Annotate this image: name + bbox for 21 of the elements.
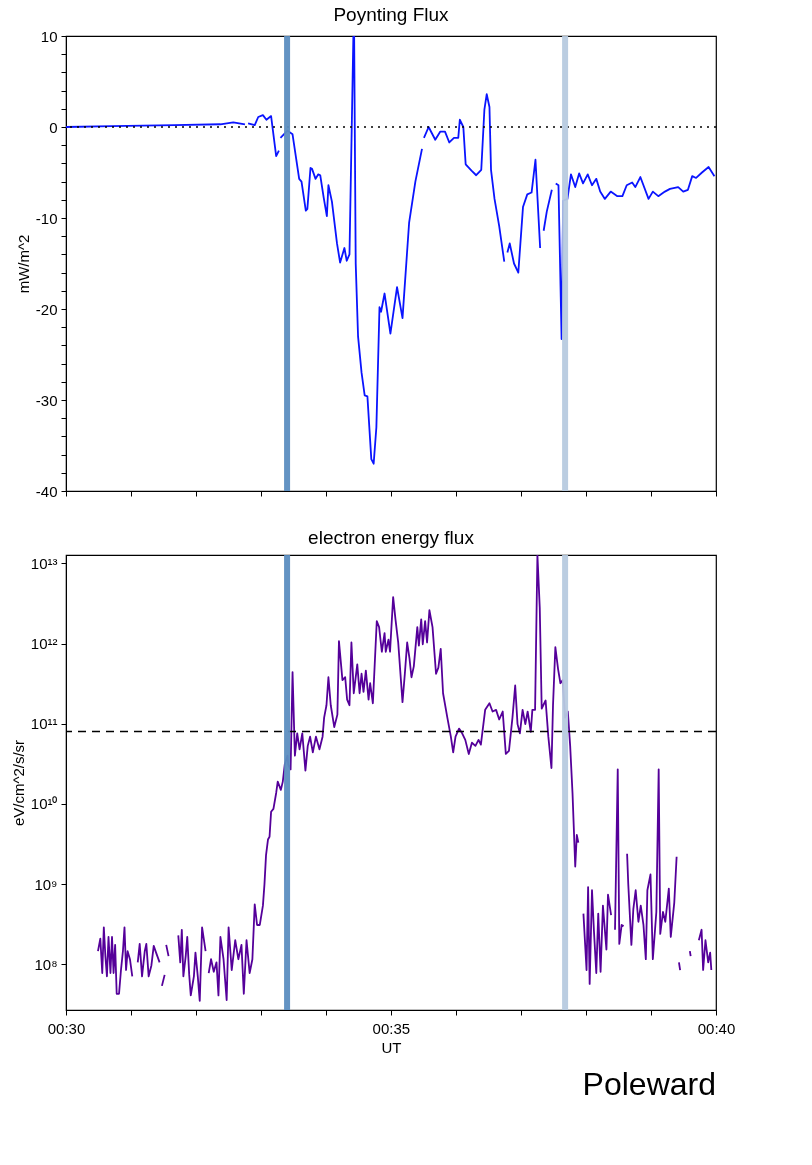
x-axis-title: UT: [381, 1038, 402, 1056]
y-tick-label: 10¹⁰: [30, 795, 58, 813]
text: Poleward: [582, 1066, 716, 1102]
x-tick-label: 00:35: [372, 1019, 411, 1037]
y-axis-title: mW/m^2: [14, 234, 32, 294]
y-tick-label: 0: [49, 118, 58, 136]
x-tick-label: 00:40: [697, 1019, 736, 1037]
chart-title: electron energy flux: [308, 527, 475, 548]
y-tick-label: 10: [40, 27, 58, 45]
y-tick-label: 10¹³: [30, 554, 58, 572]
y-tick-label: 10¹¹: [30, 715, 58, 733]
y-tick-label: 10¹²: [30, 635, 58, 653]
y-tick-label: -30: [35, 391, 58, 409]
y-tick-label: 10⁹: [34, 875, 58, 893]
y-tick-label: -20: [35, 300, 58, 318]
y-tick-label: -40: [35, 482, 58, 500]
y-tick-label: 10⁸: [34, 955, 58, 973]
x-tick-label: 00:30: [47, 1019, 86, 1037]
y-tick-label: -10: [35, 209, 58, 227]
chart-title: Poynting Flux: [333, 4, 450, 25]
y-axis-title: eV/cm^2/s/sr: [9, 739, 27, 827]
